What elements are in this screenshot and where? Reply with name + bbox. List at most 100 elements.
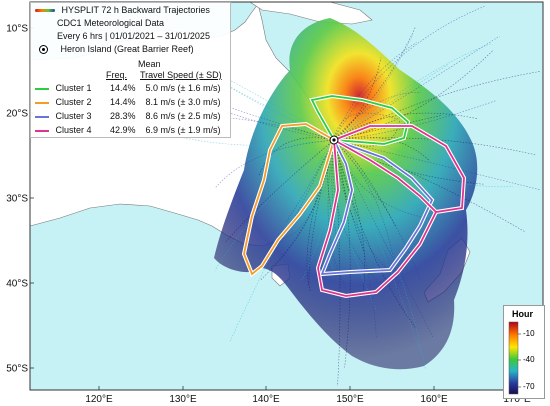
- legend-title: HYSPLIT 72 h Backward Trajectories: [61, 5, 210, 15]
- legend-panel: HYSPLIT 72 h Backward Trajectories CDC1 …: [30, 2, 231, 138]
- trajectory-strand: [333, 64, 449, 141]
- cluster-row-1: Cluster 1 14.4% 5.0 m/s (± 1.6 m/s): [35, 83, 221, 93]
- trajectory-strand: [333, 91, 421, 141]
- cluster-3-swatch: [35, 115, 49, 118]
- trajectory-strand: [333, 71, 541, 141]
- cluster-1-speed: 5.0 m/s (± 1.6 m/s): [145, 83, 221, 93]
- colorbar-tick-3: -70: [523, 382, 535, 391]
- cluster-2-freq: 14.4%: [110, 97, 136, 107]
- trajectory-strand: [333, 112, 478, 141]
- cluster-2-name: Cluster 2: [55, 97, 92, 107]
- legend-site-row: Heron Island (Great Barrier Reef): [35, 44, 194, 55]
- lat-tick-label: 20°S: [6, 109, 28, 120]
- cluster-1-name: Cluster 1: [55, 83, 92, 93]
- colorbar-tick-2: -40: [523, 355, 535, 364]
- trajectory-strands: [121, 5, 541, 387]
- cluster-1-path-color: [310, 95, 410, 145]
- hour-colorbar: Hour -10 -40 -70: [503, 305, 545, 399]
- legend-title-row: HYSPLIT 72 h Backward Trajectories: [35, 5, 210, 15]
- colorbar-tick-1: -10: [523, 329, 535, 338]
- lon-tick-label: 160°E: [420, 394, 448, 405]
- col-freq-header: Freq.: [106, 70, 128, 80]
- trajectory-strand: [333, 112, 398, 141]
- cluster-4-swatch: [35, 129, 49, 132]
- cluster-3-path-color: [320, 139, 434, 276]
- lat-tick-label: 40°S: [6, 279, 28, 290]
- cluster-row-4: Cluster 4 42.9% 6.9 m/s (± 1.9 m/s): [35, 125, 221, 135]
- cluster-4-name: Cluster 4: [55, 125, 92, 135]
- trajectory-strand: [333, 139, 351, 368]
- trajectory-dots-icon: [35, 9, 55, 13]
- trajectory-strand: [333, 139, 429, 219]
- lon-tick-label: 130°E: [169, 394, 197, 405]
- lon-tick-label: 170°E: [503, 394, 531, 405]
- trajectory-strand: [214, 139, 335, 189]
- cluster-3-name: Cluster 3: [55, 111, 92, 121]
- trajectory-strand: [225, 139, 335, 243]
- legend-line-1: CDC1 Meteorological Data: [57, 18, 165, 28]
- lat-tick-label: 50°S: [6, 364, 28, 375]
- cluster-row-2: Cluster 2 14.4% 8.1 m/s (± 3.0 m/s): [35, 97, 221, 107]
- col-speed-header-1: Mean: [138, 59, 161, 69]
- map-frame: [29, 1, 544, 391]
- trajectory-strand: [333, 139, 377, 310]
- trajectory-strand: [333, 139, 390, 177]
- trajectory-strand: [333, 139, 422, 282]
- cluster-row-3: Cluster 3 28.3% 8.6 m/s (± 2.5 m/s): [35, 111, 221, 121]
- cluster-1-freq: 14.4%: [110, 83, 136, 93]
- cluster-2-path-color: [243, 123, 335, 276]
- trajectory-strand: [333, 43, 492, 141]
- trajectory-strand: [214, 139, 335, 271]
- trajectory-strand: [333, 50, 494, 141]
- trajectory-strand: [307, 139, 335, 221]
- trajectory-strand: [333, 35, 500, 141]
- legend-line-2: Every 6 hrs | 01/01/2021 – 31/01/2025: [57, 31, 210, 41]
- lon-tick-label: 120°E: [85, 394, 113, 405]
- lon-tick-label: 150°E: [336, 394, 364, 405]
- new-guinea-landmass: [249, 1, 373, 25]
- cluster-2-swatch: [35, 101, 49, 104]
- legend-site-label: Heron Island (Great Barrier Reef): [60, 44, 194, 54]
- trajectory-strand: [333, 136, 431, 162]
- lat-tick-label: 30°S: [6, 194, 28, 205]
- site-marker-icon: [39, 45, 48, 55]
- cluster-3-speed: 8.6 m/s (± 2.5 m/s): [145, 111, 221, 121]
- trajectory-strand: [333, 139, 434, 338]
- cluster-mean-trajectories: [241, 93, 467, 299]
- trajectory-strand: [331, 139, 341, 263]
- trajectory-strand: [297, 139, 335, 213]
- cluster-1-swatch: [35, 87, 49, 90]
- trajectory-strand: [333, 139, 396, 263]
- trajectory-strand: [332, 139, 377, 281]
- cluster-4-path-color: [317, 125, 465, 297]
- trajectory-strand: [142, 76, 335, 141]
- trajectory-strand: [274, 139, 335, 267]
- trajectory-strand: [333, 5, 486, 141]
- trajectory-strand: [258, 137, 335, 177]
- trajectory-strand: [327, 139, 347, 290]
- trajectory-strand: [333, 139, 525, 232]
- trajectory-strand: [333, 139, 422, 353]
- trajectory-strand: [290, 139, 335, 226]
- trajectory-strand: [333, 57, 382, 141]
- colorbar-ramp: [508, 321, 521, 395]
- trajectory-strand: [333, 139, 541, 191]
- cluster-4-speed: 6.9 m/s (± 1.9 m/s): [145, 125, 221, 135]
- trajectory-strand: [333, 139, 377, 338]
- trajectory-strand: [333, 139, 426, 370]
- trajectory-strand: [333, 139, 416, 328]
- trajectory-strand: [327, 139, 335, 215]
- trajectory-strand: [333, 139, 373, 213]
- trajectory-strand: [333, 26, 416, 141]
- lon-tick-label: 140°E: [252, 394, 280, 405]
- colorbar-title: Hour: [512, 309, 533, 319]
- trajectory-strand: [301, 139, 335, 282]
- cluster-3-freq: 28.3%: [110, 111, 136, 121]
- heron-island-marker: [329, 135, 339, 145]
- cluster-2-speed: 8.1 m/s (± 3.0 m/s): [145, 97, 221, 107]
- lat-tick-label: 10°S: [6, 24, 28, 35]
- col-speed-header-2: Travel Speed (± SD): [140, 70, 222, 80]
- cluster-4-freq: 42.9%: [110, 125, 136, 135]
- trajectory-strand: [333, 100, 497, 141]
